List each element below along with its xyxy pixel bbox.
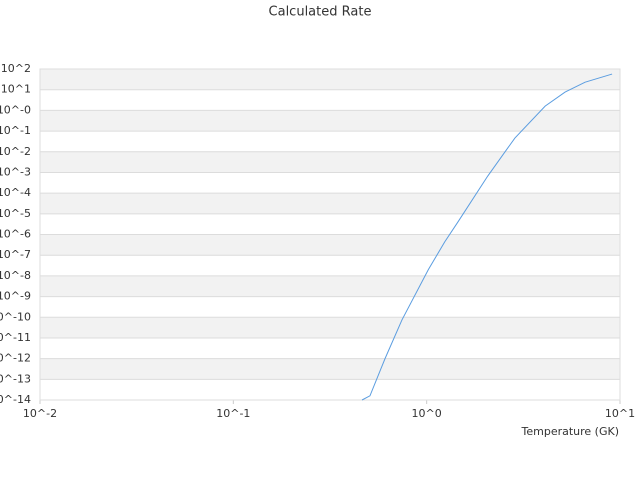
x-tick-label: 10^1 bbox=[605, 407, 635, 420]
x-axis-label: Temperature (GK) bbox=[521, 425, 620, 438]
y-tick-label: 10^-13 bbox=[0, 372, 31, 385]
y-tick-label: 10^-9 bbox=[0, 290, 31, 303]
y-tick-label: 10^-8 bbox=[0, 269, 31, 282]
grid-band bbox=[40, 358, 620, 380]
y-tick-label: 10^1 bbox=[1, 83, 31, 96]
y-tick-label: 10^-6 bbox=[0, 228, 31, 241]
x-tick-label: 10^0 bbox=[412, 407, 442, 420]
y-tick-label: 10^-11 bbox=[0, 331, 31, 344]
y-tick-label: 10^-3 bbox=[0, 165, 31, 178]
x-tick-label: 10^-2 bbox=[23, 407, 57, 420]
data-line bbox=[361, 73, 613, 401]
y-tick-label: 10^-10 bbox=[0, 310, 31, 323]
y-tick-label: 10^-12 bbox=[0, 352, 31, 365]
grid-band bbox=[40, 110, 620, 132]
grid-band bbox=[40, 317, 620, 338]
grid-band bbox=[40, 275, 620, 297]
y-tick-label: 10^2 bbox=[1, 62, 31, 75]
grid-band bbox=[40, 69, 620, 90]
x-tick-label: 10^-1 bbox=[216, 407, 250, 420]
y-tick-label: 10^-1 bbox=[0, 124, 31, 137]
grid-band bbox=[40, 193, 620, 214]
grid-band bbox=[40, 151, 620, 173]
y-tick-label: 10^-5 bbox=[0, 207, 31, 220]
plot-border bbox=[39, 68, 621, 401]
y-tick-label: 10^-14 bbox=[0, 393, 31, 406]
chart-title: Calculated Rate bbox=[269, 5, 372, 20]
y-tick-label: 10^-7 bbox=[0, 248, 31, 261]
y-tick-label: 10^-4 bbox=[0, 186, 31, 199]
y-tick-label: 10^-0 bbox=[0, 103, 31, 116]
grid-band bbox=[40, 234, 620, 256]
y-tick-label: 10^-2 bbox=[0, 145, 31, 158]
